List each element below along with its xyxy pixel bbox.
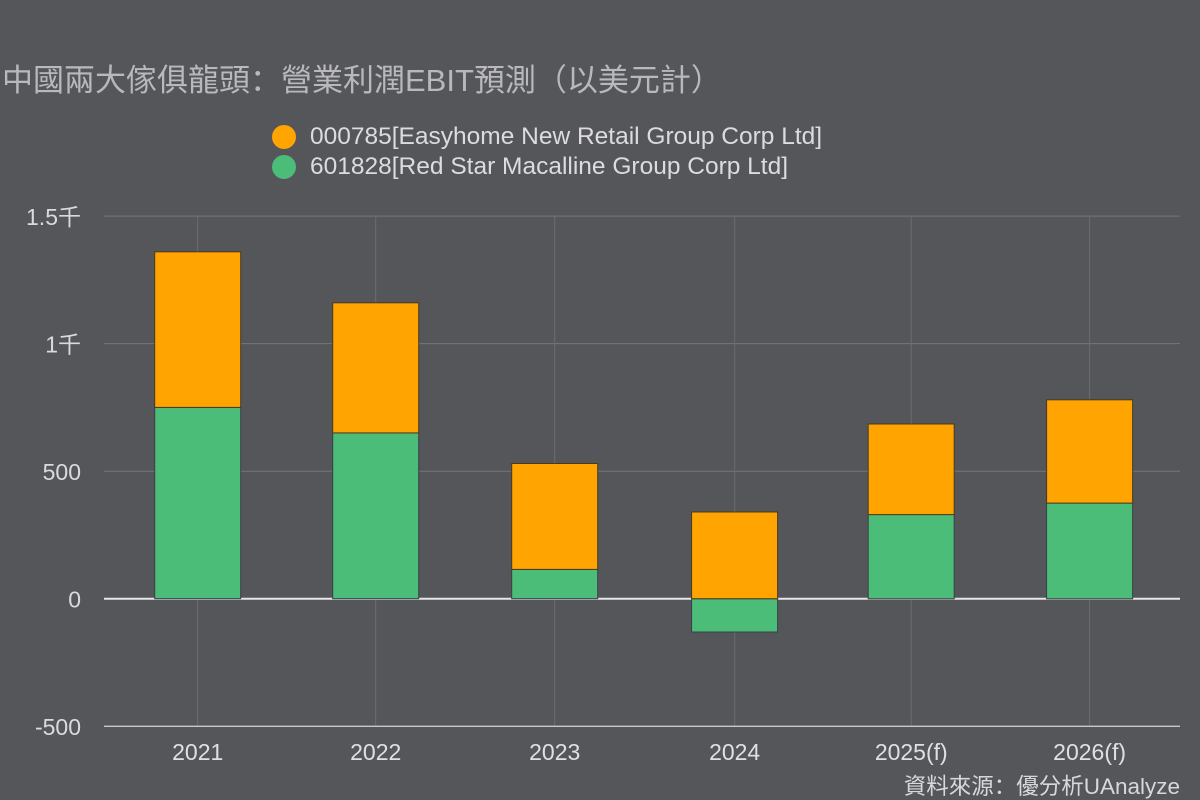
svg-text:0: 0 xyxy=(68,587,81,613)
svg-text:1.5千: 1.5千 xyxy=(26,204,81,230)
svg-text:-500: -500 xyxy=(35,714,81,740)
svg-text:2022: 2022 xyxy=(350,739,401,765)
svg-text:1千: 1千 xyxy=(45,332,81,358)
svg-text:2023: 2023 xyxy=(529,739,580,765)
svg-text:2024: 2024 xyxy=(709,739,760,765)
svg-text:資料來源：優分析UAnalyze: 資料來源：優分析UAnalyze xyxy=(904,774,1180,799)
svg-text:500: 500 xyxy=(43,459,81,485)
svg-text:2021: 2021 xyxy=(172,739,223,765)
svg-text:2025(f): 2025(f) xyxy=(875,739,948,765)
svg-text:2026(f): 2026(f) xyxy=(1053,739,1126,765)
